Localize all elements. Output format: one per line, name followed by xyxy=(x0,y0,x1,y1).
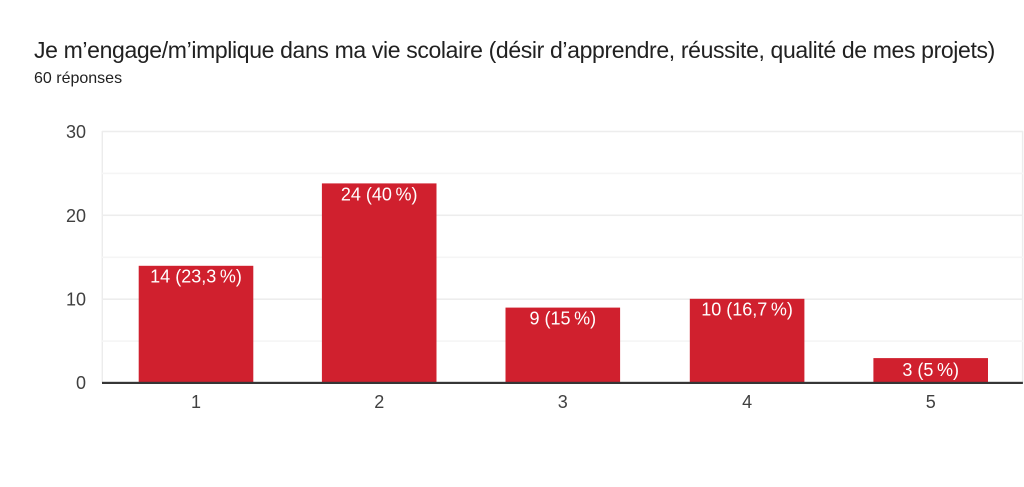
svg-text:20: 20 xyxy=(66,206,86,226)
svg-text:1: 1 xyxy=(191,392,201,412)
svg-text:30: 30 xyxy=(66,122,86,142)
svg-text:0: 0 xyxy=(76,373,86,393)
svg-text:4: 4 xyxy=(742,392,752,412)
svg-text:9 (15 %): 9 (15 %) xyxy=(529,308,596,328)
svg-text:3: 3 xyxy=(558,392,568,412)
svg-text:24 (40 %): 24 (40 %) xyxy=(341,185,418,205)
svg-text:14 (23,3 %): 14 (23,3 %) xyxy=(150,267,242,287)
svg-text:3 (5 %): 3 (5 %) xyxy=(902,360,959,380)
svg-text:10 (16,7 %): 10 (16,7 %) xyxy=(701,300,793,320)
svg-text:10: 10 xyxy=(66,290,86,310)
svg-text:2: 2 xyxy=(374,392,384,412)
svg-text:5: 5 xyxy=(926,392,936,412)
